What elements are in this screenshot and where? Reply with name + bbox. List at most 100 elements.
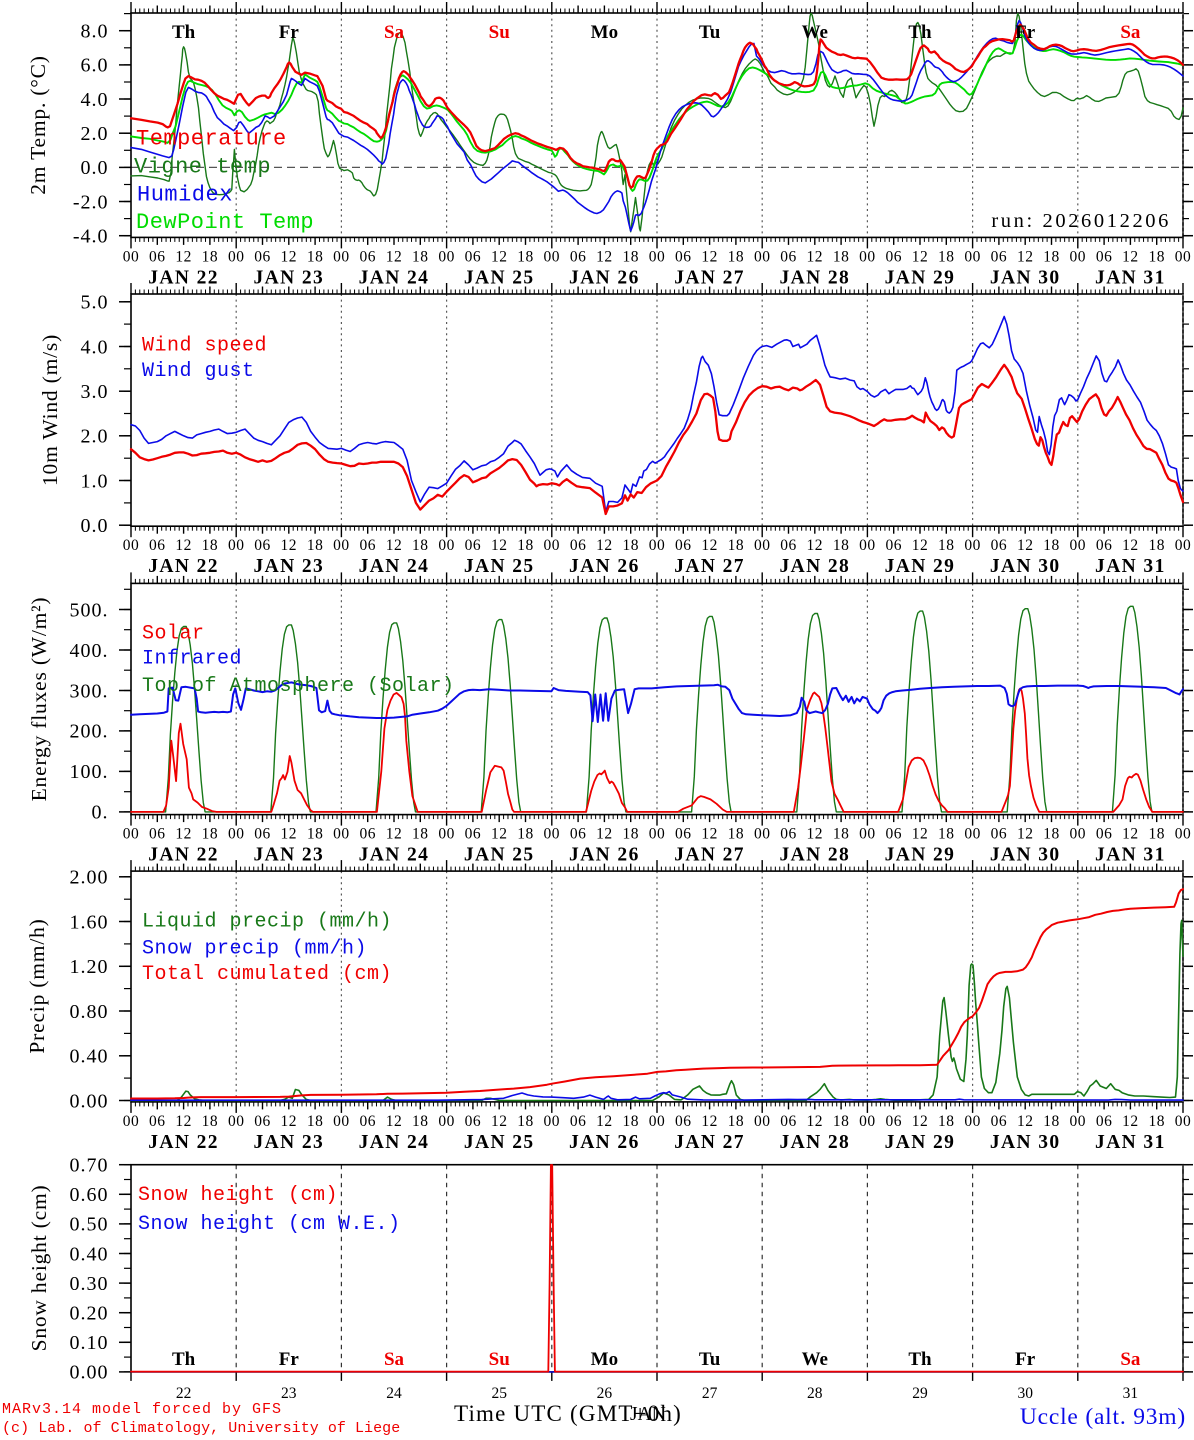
svg-text:00: 00 bbox=[859, 537, 876, 554]
svg-text:00: 00 bbox=[333, 826, 350, 843]
svg-text:12: 12 bbox=[912, 826, 929, 843]
svg-text:00: 00 bbox=[123, 1113, 140, 1130]
svg-text:0.20: 0.20 bbox=[70, 1303, 109, 1325]
svg-text:06: 06 bbox=[675, 248, 692, 265]
svg-text:18: 18 bbox=[622, 826, 639, 843]
svg-text:06: 06 bbox=[885, 1113, 902, 1130]
svg-text:12: 12 bbox=[701, 1113, 718, 1130]
svg-text:JAN 27: JAN 27 bbox=[674, 1132, 745, 1153]
svg-text:JAN 31: JAN 31 bbox=[1095, 1132, 1166, 1153]
svg-text:JAN 25: JAN 25 bbox=[464, 267, 535, 288]
svg-text:18: 18 bbox=[307, 248, 324, 265]
svg-text:0.10: 0.10 bbox=[70, 1332, 109, 1354]
svg-text:12: 12 bbox=[1122, 537, 1139, 554]
svg-text:2m Temp. (°C): 2m Temp. (°C) bbox=[26, 55, 50, 195]
svg-text:12: 12 bbox=[491, 826, 508, 843]
svg-text:Infrared: Infrared bbox=[142, 647, 242, 670]
svg-text:Mo: Mo bbox=[591, 22, 618, 43]
svg-text:12: 12 bbox=[596, 537, 613, 554]
svg-text:00: 00 bbox=[228, 1113, 245, 1130]
svg-text:12: 12 bbox=[1017, 826, 1034, 843]
svg-text:12: 12 bbox=[1122, 826, 1139, 843]
svg-text:12: 12 bbox=[807, 537, 824, 554]
svg-text:06: 06 bbox=[885, 537, 902, 554]
svg-text:Fr: Fr bbox=[1015, 1349, 1036, 1370]
svg-text:00: 00 bbox=[754, 248, 771, 265]
svg-text:12: 12 bbox=[281, 248, 298, 265]
svg-text:18: 18 bbox=[1148, 1113, 1165, 1130]
svg-text:0.0: 0.0 bbox=[81, 157, 109, 179]
svg-text:400.: 400. bbox=[70, 640, 109, 662]
svg-text:00: 00 bbox=[964, 1113, 981, 1130]
svg-text:12: 12 bbox=[807, 826, 824, 843]
svg-text:06: 06 bbox=[254, 1113, 271, 1130]
svg-text:JAN 27: JAN 27 bbox=[674, 267, 745, 288]
svg-text:18: 18 bbox=[938, 248, 955, 265]
svg-text:0.00: 0.00 bbox=[70, 1090, 109, 1112]
svg-text:Snow height (cm): Snow height (cm) bbox=[138, 1184, 338, 1207]
svg-text:06: 06 bbox=[780, 1113, 797, 1130]
svg-text:12: 12 bbox=[912, 1113, 929, 1130]
svg-text:12: 12 bbox=[596, 248, 613, 265]
svg-text:23: 23 bbox=[281, 1385, 297, 1402]
svg-text:Snow height (cm): Snow height (cm) bbox=[27, 1185, 51, 1352]
svg-text:JAN 23: JAN 23 bbox=[253, 556, 324, 577]
svg-text:12: 12 bbox=[175, 248, 192, 265]
svg-text:JAN 29: JAN 29 bbox=[885, 1132, 956, 1153]
svg-text:We: We bbox=[802, 22, 828, 43]
svg-text:JAN 30: JAN 30 bbox=[990, 267, 1061, 288]
svg-text:JAN 31: JAN 31 bbox=[1095, 267, 1166, 288]
svg-text:Su: Su bbox=[489, 22, 511, 43]
svg-text:Sa: Sa bbox=[1120, 22, 1141, 43]
svg-text:2.0: 2.0 bbox=[81, 426, 109, 448]
svg-text:18: 18 bbox=[1043, 537, 1060, 554]
svg-text:JAN 30: JAN 30 bbox=[990, 845, 1061, 866]
svg-text:Tu: Tu bbox=[699, 1349, 721, 1370]
svg-text:00: 00 bbox=[228, 826, 245, 843]
svg-text:1.60: 1.60 bbox=[70, 911, 109, 933]
svg-text:2.0: 2.0 bbox=[81, 123, 109, 145]
svg-text:12: 12 bbox=[281, 537, 298, 554]
svg-text:Sa: Sa bbox=[384, 1349, 405, 1370]
svg-text:26: 26 bbox=[597, 1385, 613, 1402]
svg-text:0.: 0. bbox=[92, 802, 109, 824]
svg-text:00: 00 bbox=[649, 826, 666, 843]
svg-text:500.: 500. bbox=[70, 599, 109, 621]
svg-text:00: 00 bbox=[754, 537, 771, 554]
svg-text:06: 06 bbox=[254, 826, 271, 843]
svg-text:00: 00 bbox=[1070, 1113, 1087, 1130]
svg-text:30: 30 bbox=[1017, 1385, 1033, 1402]
svg-text:00: 00 bbox=[754, 1113, 771, 1130]
svg-text:18: 18 bbox=[1148, 537, 1165, 554]
svg-text:00: 00 bbox=[438, 537, 455, 554]
svg-text:Temperature: Temperature bbox=[136, 126, 287, 151]
svg-text:18: 18 bbox=[938, 1113, 955, 1130]
svg-text:06: 06 bbox=[359, 826, 376, 843]
svg-text:8.0: 8.0 bbox=[81, 21, 109, 43]
svg-text:JAN 26: JAN 26 bbox=[569, 1132, 640, 1153]
svg-text:18: 18 bbox=[1148, 826, 1165, 843]
svg-text:18: 18 bbox=[728, 248, 745, 265]
svg-text:00: 00 bbox=[544, 826, 561, 843]
svg-text:18: 18 bbox=[517, 248, 534, 265]
svg-text:JAN 29: JAN 29 bbox=[885, 267, 956, 288]
svg-text:00: 00 bbox=[123, 248, 140, 265]
svg-text:0.00: 0.00 bbox=[70, 1362, 109, 1384]
svg-text:12: 12 bbox=[596, 826, 613, 843]
svg-text:00: 00 bbox=[544, 248, 561, 265]
svg-text:JAN 22: JAN 22 bbox=[148, 556, 219, 577]
svg-text:12: 12 bbox=[491, 537, 508, 554]
svg-text:00: 00 bbox=[1175, 537, 1192, 554]
svg-text:12: 12 bbox=[1122, 1113, 1139, 1130]
svg-text:06: 06 bbox=[885, 826, 902, 843]
svg-text:Tu: Tu bbox=[699, 22, 721, 43]
svg-text:06: 06 bbox=[991, 537, 1008, 554]
svg-text:JAN 22: JAN 22 bbox=[148, 267, 219, 288]
svg-text:Snow height (cm W.E.): Snow height (cm W.E.) bbox=[138, 1213, 401, 1236]
svg-text:06: 06 bbox=[780, 248, 797, 265]
svg-text:06: 06 bbox=[465, 826, 482, 843]
svg-text:18: 18 bbox=[412, 537, 429, 554]
svg-text:Time UTC (GMT+0h): Time UTC (GMT+0h) bbox=[454, 1401, 682, 1426]
svg-text:JAN 24: JAN 24 bbox=[359, 845, 430, 866]
svg-text:Precip (mm/h): Precip (mm/h) bbox=[25, 918, 49, 1053]
